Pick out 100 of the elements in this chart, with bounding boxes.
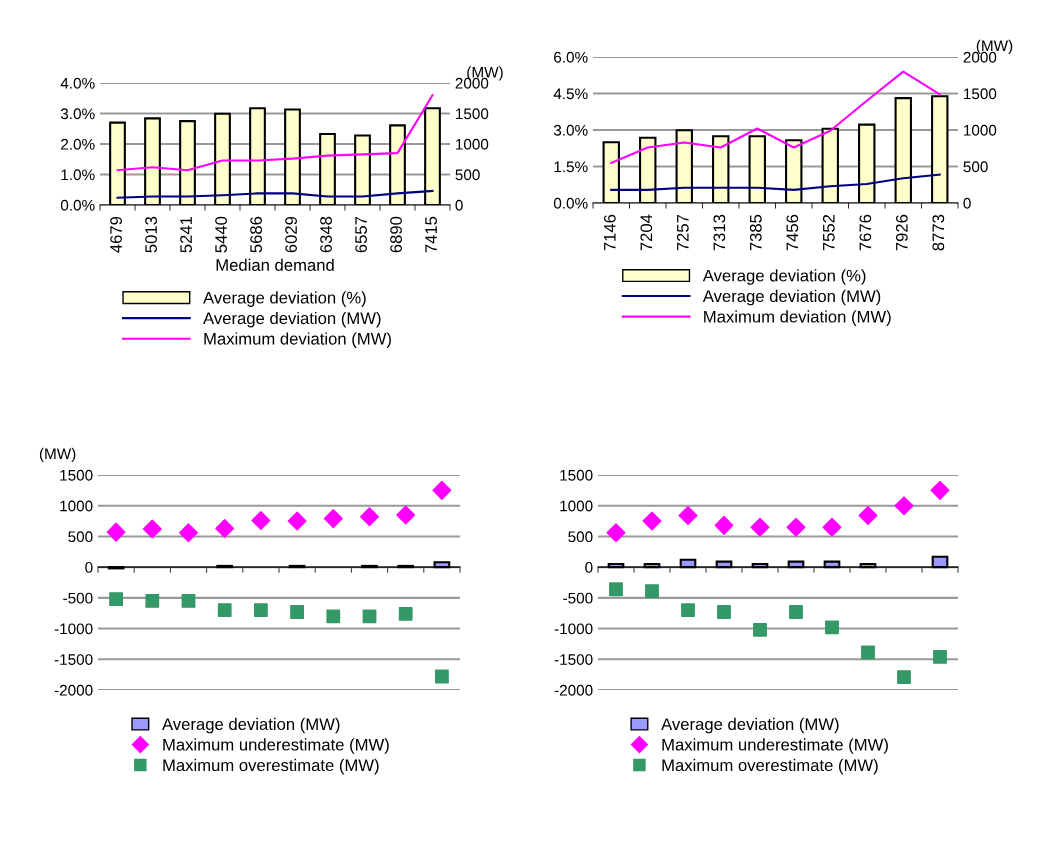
point: [142, 519, 162, 539]
point: [326, 609, 341, 624]
point: [323, 509, 343, 529]
y-tick-label: -1500: [54, 654, 93, 665]
point: [109, 592, 124, 606]
point: [786, 517, 806, 537]
x-tick-label: 6348: [320, 216, 332, 253]
legend-label: Maximum deviation (MW): [704, 310, 891, 326]
legend-label: Average deviation (MW): [162, 717, 340, 734]
point: [750, 517, 770, 537]
point: [642, 511, 662, 531]
y-tick-label: 3.0%: [553, 124, 588, 136]
point: [789, 605, 803, 619]
legend-label: Average deviation (%): [702, 269, 866, 285]
y-tick-label: 4.0%: [60, 77, 95, 89]
x-tick-label: 6557: [355, 216, 367, 253]
x-tick-label: 5440: [215, 216, 227, 253]
point: [398, 606, 413, 621]
point: [106, 522, 126, 542]
y-tick-label: 1000: [60, 500, 93, 512]
point: [645, 584, 659, 599]
y-tick-label: 0.0%: [60, 199, 95, 211]
point: [251, 510, 271, 530]
y2-tick-label: 1000: [964, 124, 997, 136]
y-tick-label: 4.5%: [553, 88, 588, 100]
point: [681, 603, 695, 618]
y-tick-label: 1.5%: [554, 161, 588, 173]
legend-label: Maximum overestimate (MW): [163, 758, 379, 775]
y2-tick-label: 500: [963, 161, 988, 173]
legend-label: Maximum underestimate (MW): [163, 738, 389, 754]
y-tick-label: 1000: [560, 500, 593, 512]
point: [897, 670, 911, 685]
y-tick-label: 1500: [560, 469, 593, 481]
point: [253, 603, 268, 618]
y2-tick-label: 1000: [456, 138, 489, 150]
point: [861, 645, 875, 660]
point: [432, 480, 452, 500]
x-tick-label: 7204: [640, 214, 653, 251]
x-tick-label: 7415: [425, 216, 437, 253]
y-axis-title: (MW): [39, 447, 76, 463]
x-tick-label: 7676: [859, 214, 872, 251]
point: [362, 609, 377, 624]
x-tick-label: 4679: [110, 216, 122, 253]
x-tick-label: 5241: [180, 216, 192, 253]
y-tick-label: 3.0%: [60, 108, 95, 120]
y-tick-label: -1500: [554, 654, 593, 665]
x-tick-label: 5686: [250, 216, 262, 253]
point: [145, 594, 160, 608]
legend-label: Maximum overestimate (MW): [662, 758, 878, 775]
line-series: [116, 94, 434, 172]
line-series: [610, 173, 941, 191]
line-series: [116, 189, 434, 199]
point: [606, 523, 626, 543]
y2-tick-label: 1500: [964, 88, 997, 100]
y-tick-label: 500: [568, 531, 593, 543]
point: [714, 515, 734, 535]
point: [179, 523, 198, 543]
y-tick-label: 6.0%: [554, 51, 588, 63]
legend-label: Maximum underestimate (MW): [662, 738, 888, 754]
y-tick-label: 0: [85, 562, 93, 573]
y-tick-label: 1.0%: [61, 169, 95, 181]
y-tick-label: -1000: [54, 623, 93, 635]
x-tick-label: 7313: [713, 214, 726, 251]
y-tick-label: -500: [63, 592, 93, 604]
point: [894, 496, 914, 516]
line-series: [610, 70, 941, 164]
y-tick-label: 0: [585, 562, 593, 573]
point: [396, 505, 416, 525]
x-tick-label: 7257: [676, 214, 689, 251]
y-tick-label: -2000: [554, 684, 593, 696]
point: [678, 506, 698, 526]
point: [933, 649, 947, 664]
x-tick-label: 6890: [390, 216, 402, 253]
x-tick-label: 7552: [822, 214, 835, 251]
y-tick-label: 500: [68, 531, 93, 543]
legend-label: Maximum deviation (MW): [204, 332, 391, 348]
x-tick-label: 6029: [285, 216, 297, 253]
legend-label: Average deviation (MW): [661, 717, 839, 734]
legend-label: Average deviation (MW): [203, 311, 381, 328]
point: [217, 603, 232, 618]
point: [181, 594, 196, 608]
x-axis-title: Median demand: [216, 258, 334, 271]
y-tick-label: 1500: [60, 469, 93, 481]
point: [717, 605, 731, 619]
legend-label: Average deviation (MW): [702, 289, 881, 306]
point: [290, 605, 305, 619]
point: [434, 669, 449, 684]
point: [753, 622, 767, 637]
point: [609, 582, 623, 597]
x-tick-label: 8773: [932, 214, 945, 251]
point: [360, 507, 379, 527]
y2-tick-label: 0: [455, 199, 463, 211]
x-tick-label: 7926: [895, 214, 908, 251]
y-tick-label: -2000: [54, 684, 93, 696]
y2-tick-label: 0: [963, 197, 971, 209]
x-tick-label: 5013: [145, 216, 157, 253]
point: [825, 620, 839, 635]
point: [930, 480, 950, 500]
y2-tick-label: 500: [455, 169, 480, 181]
legend-label: Average deviation (%): [203, 291, 366, 307]
